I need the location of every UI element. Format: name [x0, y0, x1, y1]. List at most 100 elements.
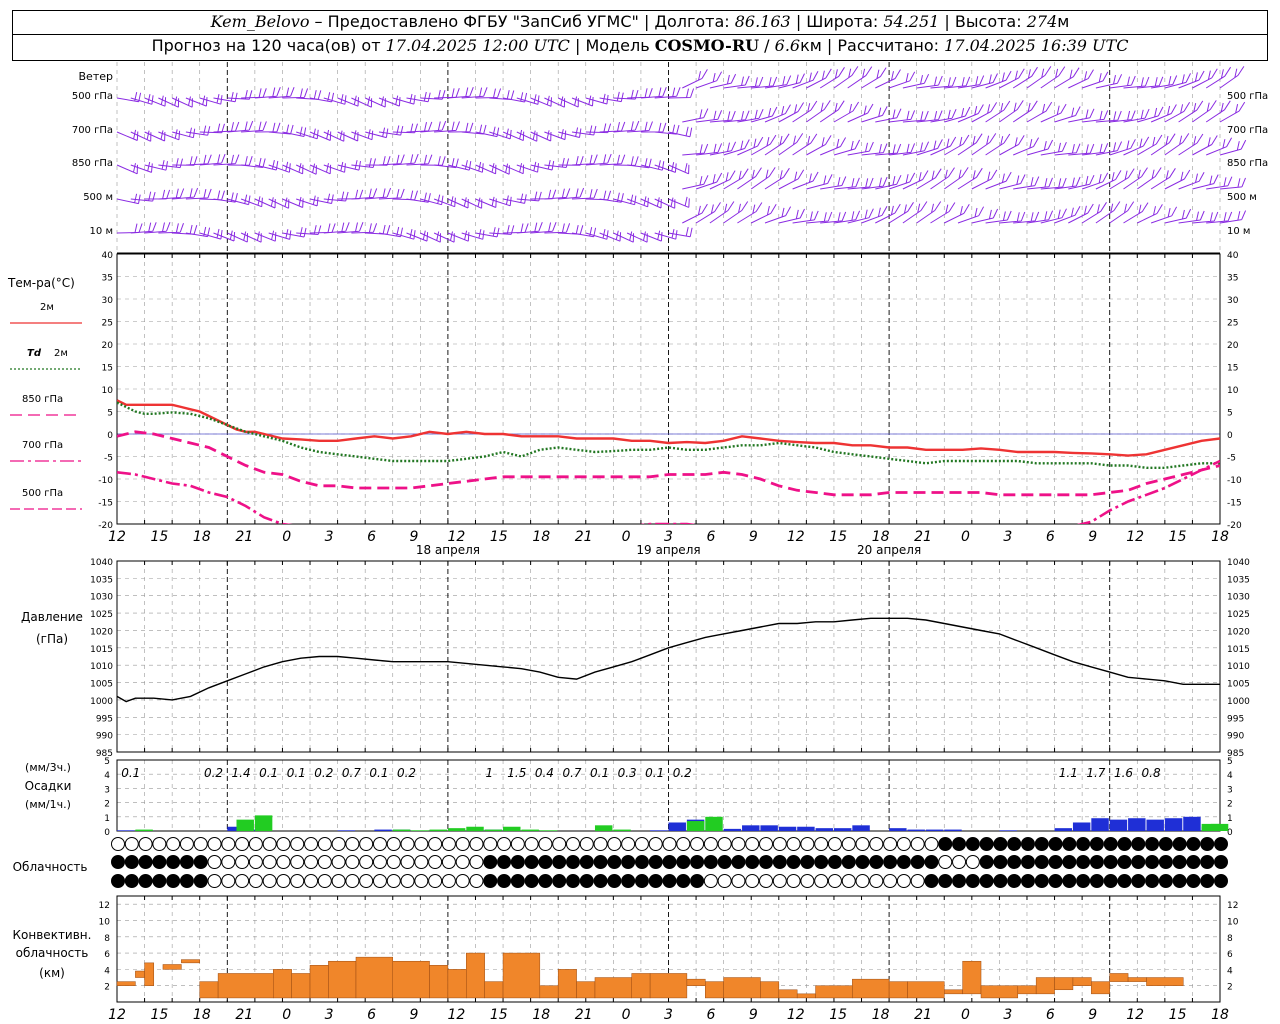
cloud-symbol	[221, 874, 236, 888]
cloud-symbol	[524, 855, 539, 869]
pressure-ytick-right: 1040	[1227, 558, 1250, 568]
wind-barb	[737, 108, 764, 123]
wind-barb	[116, 129, 139, 141]
wind-barb	[847, 208, 874, 224]
wind-barb	[668, 163, 690, 175]
cloud-symbol	[193, 837, 208, 851]
cloud-symbol	[483, 837, 498, 851]
precip-bar-blue	[1072, 822, 1091, 831]
wind-barb	[1068, 69, 1094, 89]
conv-bar	[1017, 985, 1037, 995]
cloud-symbol	[924, 855, 939, 869]
provider: Предоставлено ФГБУ "ЗапСиб УГМС"	[327, 12, 639, 31]
legend-label-t500: 500 гПа	[22, 488, 63, 499]
wind-barb	[613, 231, 634, 243]
cloud-symbol	[662, 837, 677, 851]
conv-bar	[852, 978, 890, 999]
wind-barb	[420, 231, 441, 243]
wind-barb	[1054, 205, 1081, 224]
cloud-symbol	[1034, 837, 1049, 851]
precip-unit-1h: (мм/1ч.)	[25, 798, 71, 811]
precip-bar-blue	[889, 828, 907, 831]
wind-barb	[627, 88, 653, 99]
wind-barb	[364, 96, 386, 108]
wind-barb	[1040, 103, 1067, 123]
wind-barb	[254, 122, 281, 133]
conv-bar	[309, 965, 329, 999]
temp-ytick-right: -15	[1227, 499, 1242, 509]
wind-barb	[1095, 170, 1122, 190]
header-sep-4: |	[569, 36, 586, 55]
wind-barb	[957, 104, 984, 123]
conv-bar	[796, 993, 816, 999]
wind-barb	[682, 108, 709, 123]
cloud-symbol	[1131, 874, 1146, 888]
cloud-symbol	[1034, 874, 1049, 888]
cloud-symbol	[772, 837, 787, 851]
wind-barb	[668, 126, 693, 138]
cloud-symbol	[262, 837, 277, 851]
cloud-symbol	[1186, 837, 1201, 851]
wind-barb	[1137, 204, 1163, 224]
wind-barb	[806, 135, 832, 156]
cloud-symbol	[1158, 855, 1173, 869]
wind-barb	[709, 201, 735, 224]
temp-ytick-left: 25	[102, 319, 113, 329]
wind-barb	[971, 169, 998, 190]
cloud-symbol	[896, 855, 911, 869]
wind-barb	[599, 230, 622, 242]
precip-bar-blue	[815, 828, 834, 831]
wind-barb	[158, 188, 185, 200]
wind-barb	[696, 143, 723, 156]
wind-level-label-right: 500 гПа	[1227, 91, 1268, 102]
cloud-symbol	[221, 837, 236, 851]
wind-barb	[626, 196, 649, 208]
cloud-symbol	[621, 855, 636, 869]
cloud-symbol	[441, 855, 456, 869]
wind-barb	[944, 106, 971, 123]
wind-barb	[737, 202, 763, 224]
cloud-symbol	[248, 837, 263, 851]
precip-unit-3h: (мм/3ч.)	[25, 761, 71, 774]
wind-barb	[489, 90, 515, 100]
wind-barb	[502, 129, 525, 142]
cloud-symbol	[345, 874, 360, 888]
cloud-symbol	[428, 855, 443, 869]
wind-barb	[1137, 106, 1164, 123]
date-label: 19 апреля	[636, 543, 700, 557]
pressure-ytick-right: 1005	[1227, 680, 1250, 690]
cloud-symbol	[965, 874, 980, 888]
conv-bar	[273, 969, 292, 999]
wind-barb	[806, 174, 833, 190]
wind-barb	[833, 101, 860, 123]
wind-barb	[957, 167, 983, 190]
wind-barb	[268, 87, 295, 99]
conv-hour-label: 12	[108, 1007, 126, 1023]
wind-barb	[999, 211, 1026, 224]
wind-panel-title: Ветер	[79, 70, 113, 83]
temp-hour-label: 21	[235, 529, 253, 545]
wind-barb	[806, 68, 832, 89]
cloud-symbol	[524, 837, 539, 851]
pressure-ytick-left: 1040	[90, 558, 113, 568]
conv-bar	[1035, 977, 1055, 995]
wind-barb	[241, 88, 267, 99]
wind-barb	[241, 121, 267, 133]
cloud-symbol	[1131, 855, 1146, 869]
wind-barb	[599, 154, 626, 166]
cloud-symbol	[538, 855, 553, 869]
model-name: COSMO-RU	[654, 36, 760, 55]
wind-barb	[682, 143, 709, 156]
cloud-symbol	[152, 855, 167, 869]
calc-label: Рассчитано:	[837, 36, 945, 55]
cloud-symbol	[648, 837, 663, 851]
cloud-symbol	[938, 874, 953, 888]
pressure-ytick-right: 1030	[1227, 593, 1250, 603]
temp-hour-label: 15	[1169, 529, 1187, 545]
cloud-symbol	[1020, 855, 1035, 869]
alt-unit: м	[1057, 12, 1070, 31]
cloud-symbol	[138, 855, 153, 869]
conv-bar	[502, 952, 541, 999]
precip-bar-blue	[944, 829, 962, 831]
wind-barb	[365, 187, 392, 200]
